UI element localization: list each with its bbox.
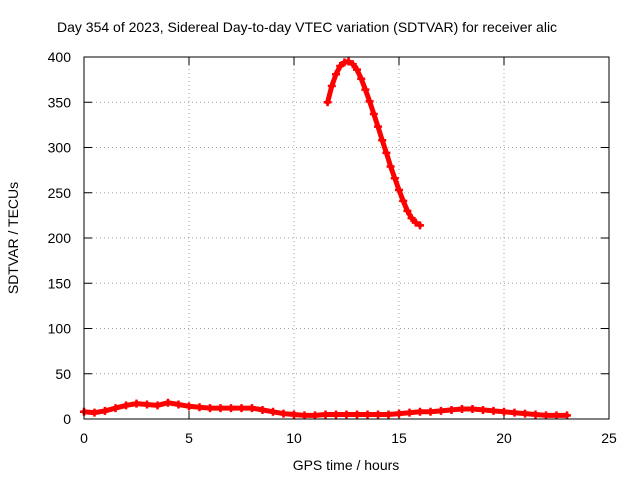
data-point [237,404,246,413]
x-tick-label: 20 [496,430,512,446]
x-tick-labels: 0 5 10 15 20 25 [80,430,617,446]
data-point [468,405,477,414]
data-point [374,122,382,131]
y-tick-label: 50 [55,366,71,382]
y-tick-label: 250 [48,185,72,201]
data-point [185,402,193,411]
grid [84,57,609,419]
data-point [153,401,162,410]
data-point [510,408,519,417]
data-point [363,410,372,419]
ticks [83,56,610,420]
data-point [500,407,508,416]
data-point [386,162,395,171]
data-point [361,85,370,94]
data-point [111,404,120,413]
x-tick-label: 15 [391,430,407,446]
data-point [521,409,529,418]
data-point [437,406,445,415]
data-point [416,407,424,416]
data-point [269,407,277,416]
data-point [416,221,424,230]
data-point [90,408,99,417]
data-point [426,407,435,416]
data-point [143,400,151,409]
data-point [300,411,309,420]
y-tick-label: 150 [48,275,72,291]
x-tick-label: 25 [601,430,617,446]
chart-title: Day 354 of 2023, Sidereal Day-to-day VTE… [57,19,557,35]
data-point [195,403,204,412]
data-point [164,398,172,407]
y-tick-labels: 0 50 100 150 200 250 300 350 400 [48,49,72,427]
series-layer [80,57,571,420]
data-point [344,57,353,66]
plot-frame [83,56,610,420]
data-point [399,196,408,205]
data-point [216,404,225,413]
data-point [552,411,561,420]
data-point [374,410,382,419]
series-1 [323,57,424,230]
data-point [332,70,340,79]
series-0 [80,398,571,420]
data-point [395,409,403,418]
data-point [395,186,403,195]
data-point [369,110,378,119]
x-axis-label: GPS time / hours [293,457,400,473]
data-point [353,410,361,419]
data-point [122,401,130,410]
data-point [321,410,330,419]
data-point [327,81,336,90]
data-point [479,405,487,414]
data-point [174,400,183,409]
y-tick-label: 400 [48,49,72,65]
data-point [447,405,456,414]
data-point [279,409,288,418]
data-point [311,411,319,420]
y-tick-label: 0 [63,411,71,427]
data-point [258,405,267,414]
data-point [563,411,571,420]
data-point [353,65,361,74]
data-point [382,148,391,157]
data-point [384,410,393,419]
data-point [342,410,351,419]
data-point [489,406,498,415]
data-point [365,97,374,106]
data-point [248,404,256,413]
data-point [403,206,412,215]
data-point [336,62,345,71]
data-point [348,60,357,69]
data-point [290,410,298,419]
data-point [227,404,235,413]
y-tick-label: 300 [48,140,72,156]
data-point [390,174,399,183]
y-tick-label: 200 [48,230,72,246]
data-point [378,136,387,145]
data-point [206,404,214,413]
x-tick-label: 5 [185,430,193,446]
data-point [542,411,550,420]
y-axis-label: SDTVAR / TECUs [5,182,21,294]
data-point [531,410,540,419]
data-point [132,399,141,408]
x-tick-label: 10 [286,430,302,446]
data-point [458,405,466,414]
data-point [407,214,416,223]
data-point [357,74,366,83]
data-point [332,410,340,419]
data-point [101,406,109,415]
x-tick-label: 0 [80,430,88,446]
data-point [405,408,414,417]
y-tick-label: 100 [48,321,72,337]
data-point [411,218,420,227]
y-tick-label: 350 [48,94,72,110]
data-point [323,98,332,107]
